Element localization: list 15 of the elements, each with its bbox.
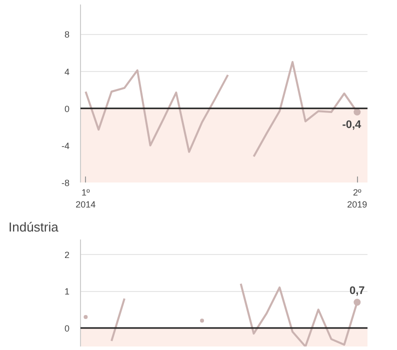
- y-tick-label: 0: [64, 324, 70, 334]
- x-tick-label: 2º 2019: [347, 188, 368, 210]
- y-tick-label: 0: [64, 104, 70, 114]
- point: [84, 314, 88, 319]
- y-tick-label: -4: [62, 140, 70, 151]
- x-tick-label: 1º 2014: [76, 188, 96, 210]
- chart-title: Indústria: [8, 220, 60, 234]
- y-tick-label: 8: [64, 30, 70, 40]
- y-tick-label: 2: [64, 250, 70, 260]
- data-label: -0,4: [342, 119, 362, 132]
- data-label: 0,7: [350, 285, 365, 298]
- y-tick-label: 1: [64, 286, 70, 297]
- y-tick-label: 4: [64, 66, 70, 77]
- point: [200, 318, 204, 323]
- y-tick-label: -8: [62, 178, 70, 188]
